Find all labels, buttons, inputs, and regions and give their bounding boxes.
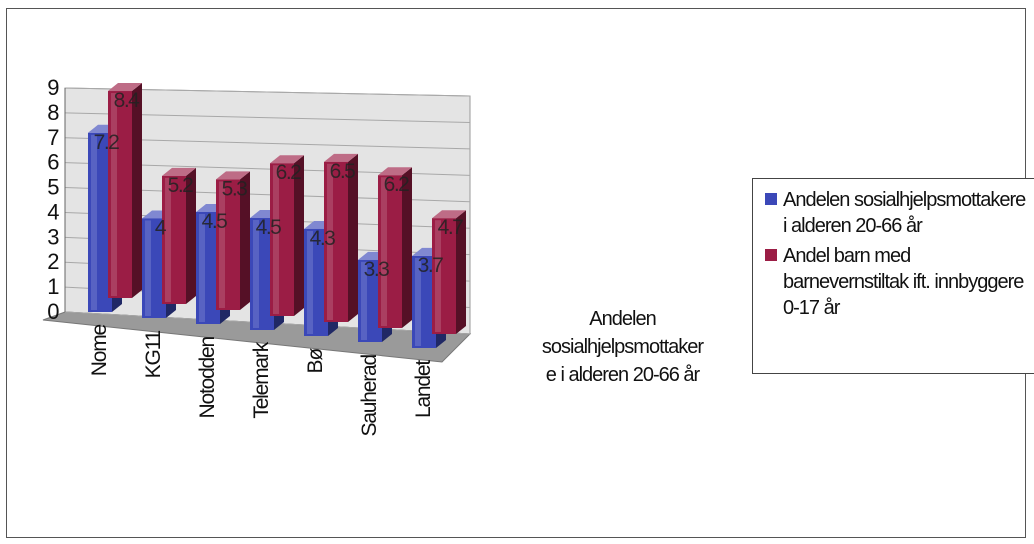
data-label: 3.7	[418, 254, 444, 277]
bar-top	[108, 83, 142, 92]
data-label: 8.4	[114, 89, 141, 112]
bar-top	[162, 167, 196, 176]
bar-highlight	[253, 220, 259, 328]
legend-label-series-2: Andel barn med barnevernstiltak ift. inn…	[783, 245, 1024, 319]
data-label: 5.2	[168, 174, 194, 197]
bar-2	[378, 167, 412, 328]
x-tick-label: KG11	[142, 330, 165, 378]
x-tick-label: Sauherad	[358, 354, 381, 436]
legend-label-series-1: Andelen sosialhjelpsmottakere i alderen …	[783, 189, 1026, 237]
bar-2	[162, 167, 196, 304]
y-tick-label: 9	[47, 75, 59, 100]
legend-item-series-2: Andel barn med barnevernstiltak ift. inn…	[765, 243, 1030, 321]
bar-highlight	[307, 230, 313, 334]
y-tick-label: 6	[47, 150, 59, 175]
bar-highlight	[435, 220, 441, 332]
x-tick-label: Telemark	[250, 341, 273, 418]
bar-2	[216, 171, 250, 310]
data-label: 6.5	[330, 160, 356, 183]
bar-highlight	[111, 93, 117, 296]
y-tick-label: 8	[47, 100, 59, 125]
bar-highlight	[273, 165, 279, 314]
legend-swatch-series-2	[765, 249, 777, 261]
data-label: 3.3	[364, 258, 390, 281]
data-label: 5.3	[222, 177, 248, 200]
bar-highlight	[219, 181, 225, 308]
legend: Andelen sosialhjelpsmottakere i alderen …	[752, 178, 1034, 374]
y-tick-label: 3	[47, 224, 59, 249]
data-label: 4	[155, 216, 167, 239]
bar-top	[378, 167, 412, 176]
bar-top	[432, 210, 466, 219]
y-tick-label: 2	[47, 249, 59, 274]
bar-highlight	[199, 214, 205, 322]
bar-side	[132, 83, 142, 298]
y-tick-label: 5	[47, 175, 59, 200]
bar-top	[216, 171, 250, 180]
data-label: 6.2	[384, 173, 410, 196]
bar-highlight	[145, 220, 151, 316]
bar-side	[294, 155, 304, 316]
legend-swatch-series-1	[765, 193, 777, 205]
data-label: 6.2	[276, 161, 302, 184]
data-label: 4.5	[256, 216, 282, 239]
bar-highlight	[91, 134, 97, 310]
bar-side	[402, 167, 412, 328]
x-tick-label: Notodden	[196, 336, 219, 418]
bar-highlight	[415, 257, 421, 346]
axis-title: Andelen sosialhjelpsmottaker e i alderen…	[541, 308, 704, 386]
data-label: 4.3	[310, 227, 336, 250]
bar-highlight	[361, 261, 367, 340]
bar-2	[324, 153, 358, 322]
bar-top	[324, 153, 358, 162]
data-label: 4.5	[202, 210, 228, 233]
y-tick-label: 1	[47, 274, 59, 299]
y-tick-label: 4	[47, 199, 59, 224]
x-tick-label: Bø	[304, 348, 327, 374]
x-tick-label: Nome	[88, 324, 111, 376]
bar-side	[240, 171, 250, 310]
x-tick-label: Landet	[412, 360, 435, 418]
bar-side	[456, 210, 466, 334]
bar-highlight	[327, 163, 333, 320]
data-label: 7.2	[94, 131, 120, 154]
bar-side	[186, 167, 196, 304]
legend-item-series-1: Andelen sosialhjelpsmottakere i alderen …	[765, 187, 1030, 239]
bar-highlight	[165, 177, 171, 302]
bar-side	[348, 153, 358, 322]
data-label: 4.7	[438, 216, 464, 239]
bar-2	[270, 155, 304, 316]
bar-2	[432, 210, 466, 334]
bar-2	[108, 83, 142, 298]
y-tick-label: 7	[47, 125, 59, 150]
bar-highlight	[381, 177, 387, 326]
y-tick-label: 0	[47, 299, 59, 324]
bar-top	[270, 155, 304, 164]
